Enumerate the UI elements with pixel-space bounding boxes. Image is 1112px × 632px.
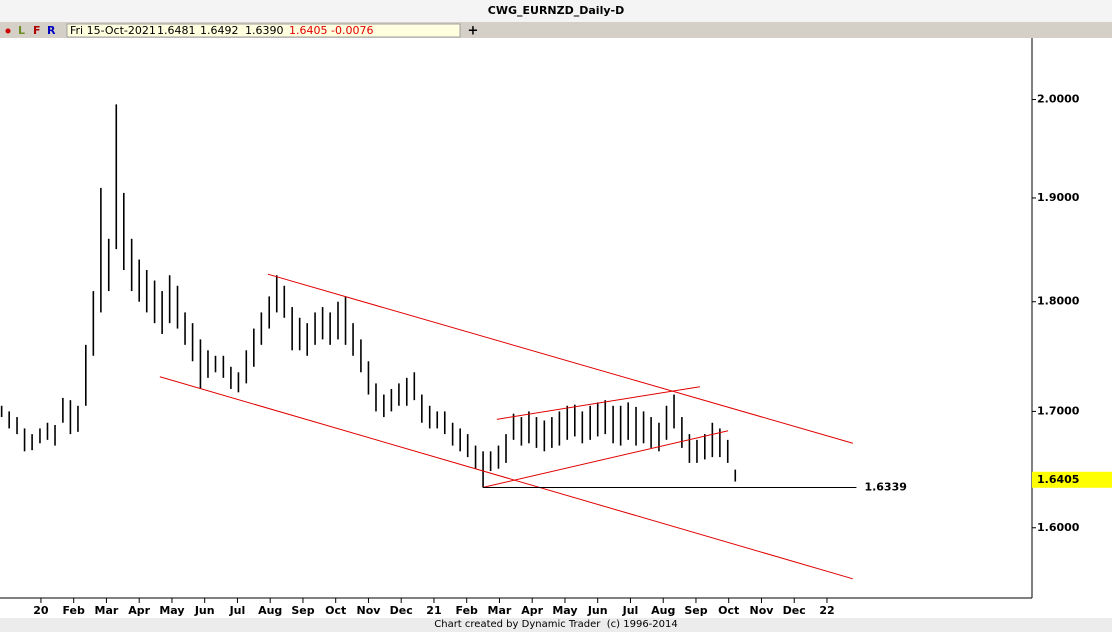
x-tick-label: Jul: [622, 604, 639, 617]
window-title: CWG_EURNZD_Daily-D: [488, 4, 624, 17]
x-tick-label: 20: [33, 604, 49, 617]
x-tick-label: Sep: [684, 604, 707, 617]
toolbar-button[interactable]: R: [47, 24, 56, 37]
y-tick-label: 1.9000: [1037, 191, 1080, 204]
x-tick-label: Sep: [291, 604, 314, 617]
trend-line: [159, 376, 853, 580]
y-tick-label: 1.8000: [1037, 295, 1080, 308]
y-tick-label: 1.7000: [1037, 404, 1080, 417]
last-price-box: [1032, 471, 1112, 488]
trend-line: [482, 430, 729, 488]
x-tick-label: Jun: [587, 604, 608, 617]
y-tick-label: 1.6000: [1037, 521, 1080, 534]
marker-icon[interactable]: [5, 28, 11, 34]
x-tick-label: Dec: [390, 604, 413, 617]
x-tick-label: Oct: [718, 604, 739, 617]
x-tick-label: Oct: [325, 604, 346, 617]
y-tick-label: 2.0000: [1037, 93, 1080, 106]
x-tick-label: May: [552, 604, 577, 617]
info-low: 1.6390: [245, 24, 284, 37]
x-tick-label: Jun: [194, 604, 215, 617]
trend-line: [496, 386, 700, 420]
footer: Chart created by Dynamic Trader (c) 1996…: [434, 619, 678, 630]
footer-bar: [0, 618, 1112, 632]
x-tick-label: Mar: [488, 604, 512, 617]
toolbar-button[interactable]: L: [18, 24, 25, 37]
x-tick-label: Feb: [62, 604, 85, 617]
info-date: Fri 15-Oct-2021: [70, 24, 156, 37]
x-tick-label: Apr: [521, 604, 543, 617]
info-high: 1.6492: [200, 24, 239, 37]
title-bar: [0, 0, 1112, 22]
x-tick-label: Feb: [456, 604, 479, 617]
toolbar-button[interactable]: F: [33, 24, 41, 37]
x-tick-label: Jul: [229, 604, 246, 617]
last-price-label: 1.6405: [1037, 473, 1079, 486]
x-tick-label: 21: [426, 604, 441, 617]
info-change: -0.0076: [331, 24, 373, 37]
x-tick-label: 22: [819, 604, 834, 617]
info-close: 1.6405: [289, 24, 328, 37]
x-tick-label: Nov: [356, 604, 381, 617]
info-open: 1.6481: [157, 24, 196, 37]
x-tick-label: May: [159, 604, 184, 617]
x-tick-label: Dec: [783, 604, 806, 617]
x-tick-label: Nov: [750, 604, 775, 617]
info-box: [66, 23, 461, 38]
plot-area: [0, 38, 1112, 618]
level-label: 1.6339: [864, 481, 906, 494]
x-tick-label: Aug: [651, 604, 675, 617]
trend-line: [267, 273, 853, 444]
plot-layer: [0, 104, 853, 580]
x-tick-label: Aug: [258, 604, 282, 617]
x-tick-label: Apr: [128, 604, 150, 617]
x-tick-label: Mar: [95, 604, 119, 617]
add-button[interactable]: +: [468, 24, 479, 39]
